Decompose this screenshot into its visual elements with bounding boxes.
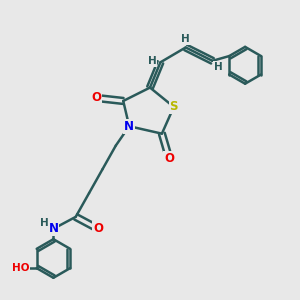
Text: H: H	[214, 62, 223, 72]
Text: O: O	[164, 152, 174, 165]
Text: O: O	[93, 222, 103, 235]
Text: H: H	[148, 56, 157, 66]
Text: N: N	[48, 222, 59, 235]
Text: H: H	[181, 34, 190, 44]
Text: O: O	[92, 92, 101, 104]
Text: H: H	[40, 218, 49, 228]
Text: S: S	[169, 100, 178, 113]
Text: HO: HO	[12, 263, 29, 273]
Text: N: N	[124, 120, 134, 133]
